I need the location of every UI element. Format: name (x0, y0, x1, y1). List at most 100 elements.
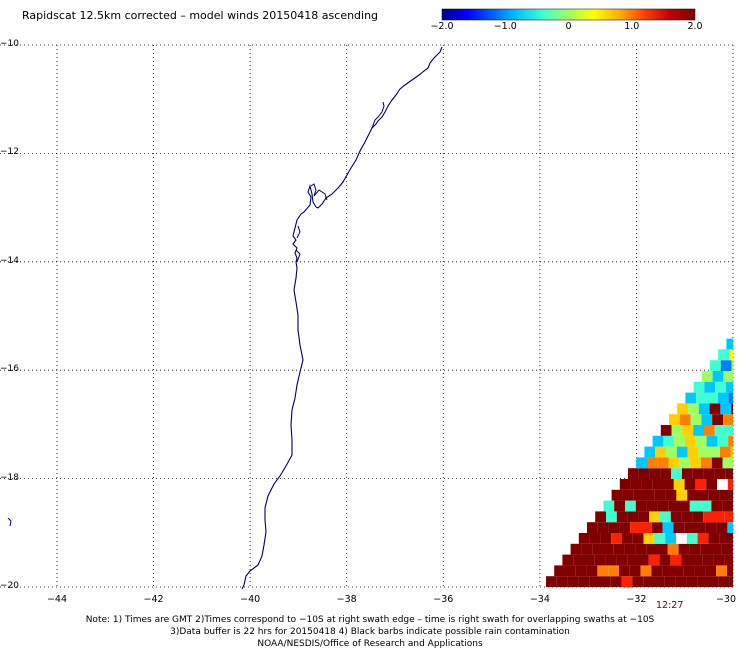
swath-cell (606, 511, 617, 523)
swath-cell (719, 533, 730, 544)
map-title: Rapidscat 12.5km corrected – model winds… (22, 9, 379, 22)
swath-cell (644, 489, 655, 501)
swath-cell (673, 479, 685, 490)
swath-cell (648, 554, 660, 566)
swath-cell (705, 522, 717, 533)
swath-cell (652, 479, 663, 490)
swath-cell (587, 522, 598, 533)
swath-cell (727, 522, 733, 533)
swath-cell (727, 479, 733, 490)
swath-cell (714, 468, 726, 479)
swath-cell (584, 554, 595, 566)
swath-cell (668, 500, 679, 512)
swath-cell (701, 414, 713, 425)
swath-cell (635, 543, 647, 555)
swath-cell (711, 500, 723, 512)
swath-cell (729, 576, 733, 587)
swath-cell (716, 522, 728, 533)
swath-cell (724, 554, 733, 566)
swath-cell (718, 576, 730, 587)
swath-cell (649, 511, 660, 523)
swath-cell (698, 489, 709, 501)
swath-cell (685, 392, 697, 404)
swath-cell (708, 576, 719, 587)
swath-cell (659, 554, 671, 566)
swath-cell (660, 511, 671, 523)
swath-cell (654, 576, 665, 587)
swath-cell (704, 425, 715, 436)
swath-cell (681, 554, 692, 566)
swath-cell (600, 576, 611, 587)
swath-cell (723, 371, 733, 382)
swath-cell (627, 554, 638, 566)
swath-cell (669, 414, 680, 425)
swath-cell (657, 457, 669, 469)
swath-cell (714, 511, 725, 523)
swath-cell (706, 435, 718, 447)
swath-cell (619, 479, 631, 490)
swath-cell (711, 543, 722, 555)
swath-cell (586, 565, 598, 577)
swath-cell (722, 500, 733, 512)
swath-cell (705, 565, 717, 577)
colorbar (441, 8, 696, 21)
swath-cell (592, 543, 603, 555)
swath-cell (630, 479, 642, 490)
swath-cell (578, 533, 590, 544)
swath-cell (597, 565, 609, 577)
swath-cell (709, 446, 720, 458)
swath-cell (681, 511, 693, 523)
swath-cell (684, 479, 696, 490)
swath-cell (660, 425, 672, 436)
swath-cell (682, 425, 694, 436)
swath-cell (638, 511, 650, 523)
swath-cell (546, 576, 557, 587)
swath-cell (678, 543, 690, 555)
swath-cell (608, 522, 620, 533)
swath-cell (696, 392, 707, 404)
swath-cell (695, 522, 706, 533)
swath-cell (581, 543, 593, 555)
latitude-label: −14 (0, 255, 19, 266)
swath-cell (638, 468, 650, 479)
swath-cell (619, 565, 630, 577)
swath-cell (690, 457, 701, 469)
swath-cell (720, 360, 732, 371)
longitude-label: −34 (529, 594, 550, 605)
swath-cell (611, 489, 623, 501)
swath-cell (717, 479, 728, 490)
swath-cell (640, 565, 652, 577)
island (7, 517, 12, 527)
latitude-label: −18 (0, 472, 19, 483)
swath-cell (717, 392, 729, 404)
swath-cell (703, 468, 715, 479)
swath-cell (728, 435, 733, 447)
swath-cell (643, 576, 654, 587)
swath-cell (573, 554, 584, 566)
swath-cell (646, 543, 657, 555)
swath-cell (698, 403, 710, 415)
note-line-3: NOAA/NESDIS/Office of Research and Appli… (257, 639, 483, 649)
colorbar-tick-label: 0 (565, 21, 572, 32)
swath-cell (603, 500, 615, 512)
swath-cell (670, 511, 682, 523)
swath-cell (693, 425, 704, 436)
swath-cell (728, 392, 733, 404)
swath-cell (720, 403, 732, 415)
swath-cell (710, 360, 721, 371)
swath-cell (643, 533, 655, 544)
swath-cell (725, 468, 733, 479)
swath-cell (698, 446, 710, 458)
swath-cell (610, 576, 622, 587)
swath-cell (683, 565, 695, 577)
colorbar-tick-label: −2.0 (430, 21, 454, 32)
swath-cell (700, 543, 711, 555)
swath-cell (627, 511, 639, 523)
swath-cell (671, 425, 683, 436)
swath-cell (695, 435, 707, 447)
swath-cell (713, 554, 725, 566)
swath-cell (702, 554, 714, 566)
swath-cell (570, 543, 582, 555)
swath-cell (724, 511, 733, 523)
swath-cell (715, 381, 726, 393)
